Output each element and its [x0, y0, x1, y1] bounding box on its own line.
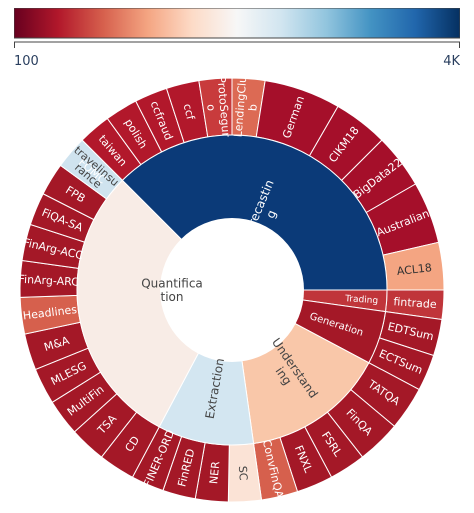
outer-label-ner: NER: [207, 460, 222, 484]
colorbar-max-label: 4K: [443, 54, 460, 69]
outer-label-sc: SC: [236, 465, 250, 481]
inner-label-trading: Trading: [344, 294, 379, 306]
colorbar-min-label: 100: [14, 54, 39, 69]
inner-ring: [76, 134, 388, 446]
outer-label-finarg-arc: FinArg-ARC: [18, 273, 79, 289]
hub-circle: [160, 218, 304, 362]
outer-label-protosegur-o: ProtoSeguro: [202, 76, 232, 139]
category-quantification[interactable]: [76, 179, 233, 428]
inner-label-quantifica-tion: Quantifica tion: [141, 276, 203, 304]
outer-label-ccf: ccf: [181, 102, 198, 122]
outer-label-lendingclu-b: LendingClub: [232, 75, 262, 138]
colorbar-gradient: [14, 8, 460, 39]
outer-label-fintrade: fintrade: [393, 295, 437, 311]
colorbar: 100 4K: [14, 8, 460, 69]
outer-label-acl18: ACL18: [396, 261, 432, 278]
category-forecasting[interactable]: [121, 134, 388, 291]
outer-ring: [19, 77, 445, 503]
